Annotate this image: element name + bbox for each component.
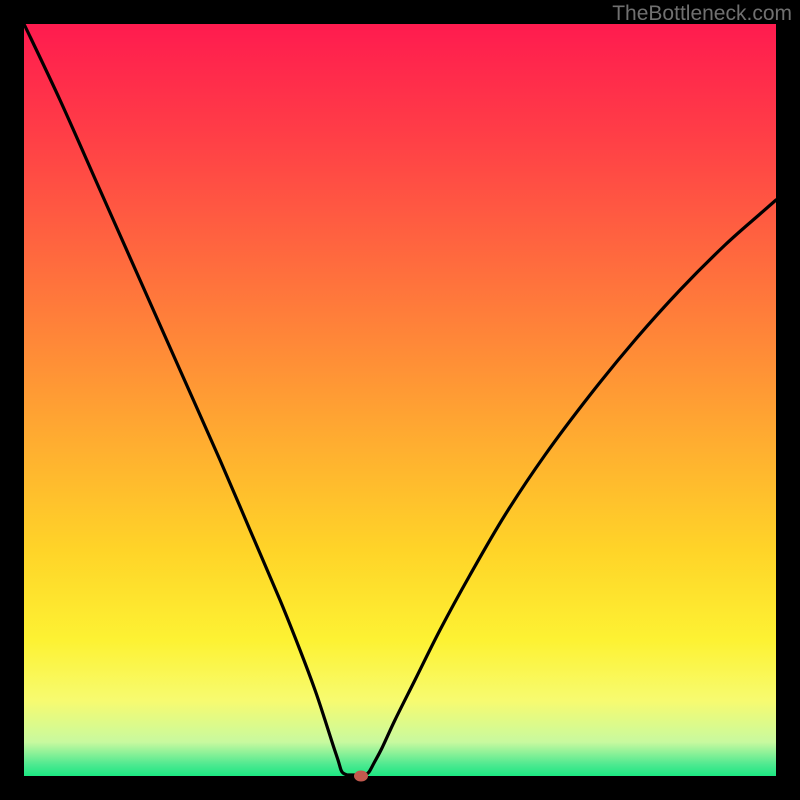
bottleneck-chart [0, 0, 800, 800]
watermark-text: TheBottleneck.com [612, 2, 792, 26]
optimal-point-marker [354, 771, 368, 782]
gradient-background [24, 24, 776, 776]
